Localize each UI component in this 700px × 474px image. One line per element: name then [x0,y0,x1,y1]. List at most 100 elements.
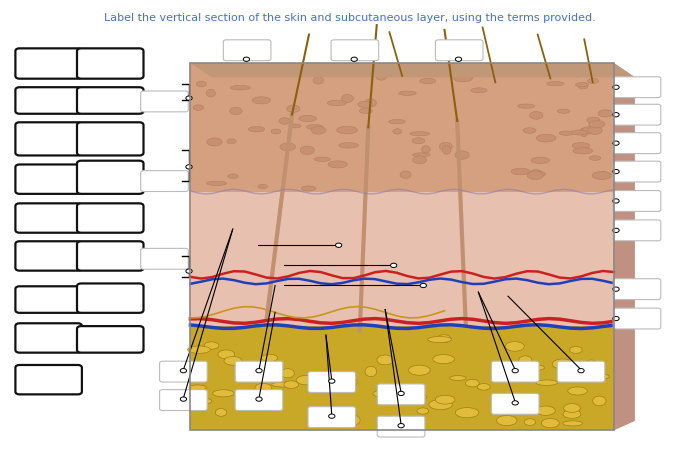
Ellipse shape [188,346,211,353]
Ellipse shape [287,105,300,112]
FancyBboxPatch shape [491,393,539,414]
Ellipse shape [373,390,392,397]
FancyBboxPatch shape [141,171,188,191]
Ellipse shape [359,109,372,113]
Ellipse shape [299,115,316,122]
Ellipse shape [564,403,580,412]
Circle shape [420,283,426,288]
Ellipse shape [337,384,351,392]
Ellipse shape [557,109,570,113]
Polygon shape [614,63,635,430]
Ellipse shape [517,104,535,108]
Ellipse shape [527,171,543,180]
Ellipse shape [365,366,377,377]
Ellipse shape [433,355,454,364]
Ellipse shape [243,71,258,75]
FancyBboxPatch shape [308,407,356,428]
FancyBboxPatch shape [77,283,144,313]
Ellipse shape [583,67,595,72]
Ellipse shape [592,172,612,180]
Ellipse shape [439,142,452,150]
Ellipse shape [568,387,587,395]
Ellipse shape [412,156,426,164]
FancyBboxPatch shape [160,361,207,382]
Circle shape [398,392,404,395]
Ellipse shape [529,111,543,119]
Text: eccrine
sweat
gland: eccrine sweat gland [32,124,66,154]
Circle shape [351,57,357,62]
Ellipse shape [267,391,283,396]
Text: pressure
receptor: pressure receptor [89,128,132,150]
Ellipse shape [189,385,206,390]
Text: dermis: dermis [93,334,127,345]
Circle shape [613,287,620,291]
Ellipse shape [271,129,281,134]
Text: arrector
pilli muscle: arrector pilli muscle [20,327,77,349]
Ellipse shape [227,139,236,144]
FancyBboxPatch shape [15,48,82,79]
Circle shape [578,369,584,373]
Ellipse shape [290,70,303,74]
Ellipse shape [228,174,238,179]
FancyBboxPatch shape [223,40,271,61]
FancyBboxPatch shape [235,361,283,382]
Ellipse shape [563,410,581,419]
Ellipse shape [272,382,295,387]
Ellipse shape [536,134,556,142]
FancyBboxPatch shape [613,133,661,154]
Ellipse shape [281,369,294,378]
Ellipse shape [376,73,386,80]
Text: dermal
papilla: dermal papilla [92,287,128,309]
Ellipse shape [511,168,530,175]
Ellipse shape [466,379,480,387]
Ellipse shape [218,350,234,359]
Ellipse shape [592,374,609,379]
Ellipse shape [296,375,316,385]
Ellipse shape [393,129,402,134]
Ellipse shape [455,151,469,159]
Circle shape [186,165,192,169]
FancyBboxPatch shape [15,241,82,271]
Ellipse shape [332,70,353,77]
Ellipse shape [377,355,393,365]
Ellipse shape [536,406,555,415]
FancyBboxPatch shape [77,87,144,114]
FancyBboxPatch shape [235,390,283,410]
Ellipse shape [244,392,259,398]
Bar [190,63,614,191]
Ellipse shape [531,171,545,177]
Ellipse shape [435,395,455,404]
Ellipse shape [575,82,589,87]
Ellipse shape [328,100,346,106]
Polygon shape [190,63,635,77]
Ellipse shape [206,89,216,97]
Circle shape [391,263,397,267]
Ellipse shape [563,421,582,426]
Ellipse shape [559,131,573,135]
FancyBboxPatch shape [160,390,207,410]
FancyBboxPatch shape [77,48,144,79]
Circle shape [613,228,620,233]
Ellipse shape [547,82,564,86]
Ellipse shape [328,161,347,168]
Circle shape [512,369,518,373]
FancyBboxPatch shape [613,220,661,241]
FancyBboxPatch shape [613,191,661,211]
Ellipse shape [389,119,405,124]
Circle shape [186,269,192,273]
Ellipse shape [524,365,545,371]
FancyBboxPatch shape [613,279,661,300]
FancyBboxPatch shape [377,384,425,405]
Circle shape [398,424,404,428]
Ellipse shape [258,184,267,189]
Bar [190,63,614,430]
Ellipse shape [410,132,430,136]
Ellipse shape [213,390,234,397]
Ellipse shape [589,156,601,160]
Circle shape [613,317,620,321]
Ellipse shape [230,107,242,115]
Ellipse shape [530,170,542,175]
Ellipse shape [571,130,587,135]
Text: apocrine
sweat
gland: apocrine sweat gland [90,163,131,192]
FancyBboxPatch shape [613,104,661,125]
